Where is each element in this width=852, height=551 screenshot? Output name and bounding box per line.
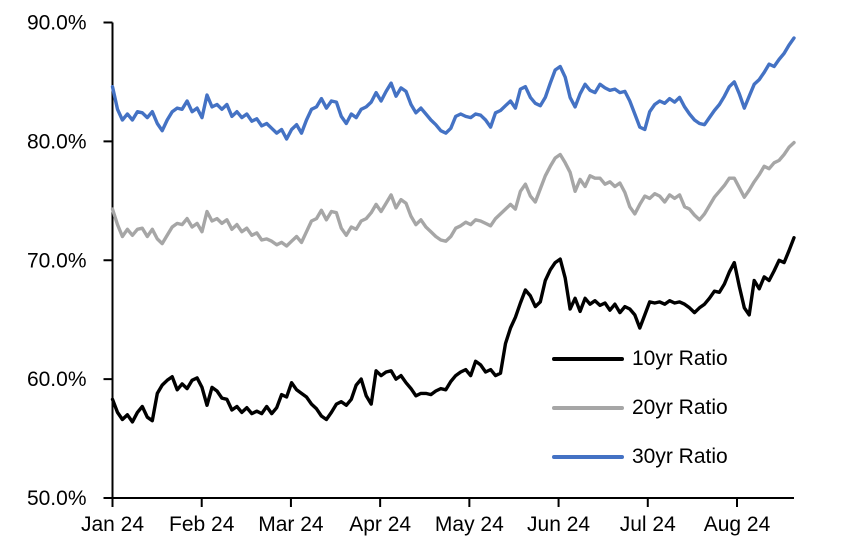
- x-tick-label: Jun 24: [527, 513, 590, 536]
- legend-item-10yr-ratio: 10yr Ratio: [552, 334, 728, 383]
- series-line-10yr-ratio: [110, 235, 796, 424]
- legend-item-20yr-ratio: 20yr Ratio: [552, 383, 728, 432]
- x-tick-label: Apr 24: [349, 513, 411, 536]
- series-line-30yr-ratio: [110, 36, 796, 141]
- y-tick-label: 60.0%: [27, 368, 87, 391]
- legend-swatch-30yr: [552, 454, 624, 459]
- x-tick-label: Mar 24: [258, 513, 324, 536]
- chart-legend: 10yr Ratio 20yr Ratio 30yr Ratio: [552, 334, 728, 481]
- y-tick-label: 70.0%: [27, 249, 87, 272]
- y-tick-label: 90.0%: [27, 12, 87, 35]
- x-tick-label: Aug 24: [704, 513, 771, 536]
- legend-label-20yr: 20yr Ratio: [632, 395, 728, 419]
- legend-label-10yr: 10yr Ratio: [632, 346, 728, 370]
- series-line-20yr-ratio: [110, 140, 796, 248]
- y-tick-label: 50.0%: [27, 487, 87, 510]
- legend-label-30yr: 30yr Ratio: [632, 444, 728, 468]
- x-tick-label: Jul 24: [620, 513, 676, 536]
- x-tick-label: May 24: [435, 513, 504, 536]
- legend-swatch-10yr: [552, 356, 624, 361]
- x-tick-label: Jan 24: [81, 513, 144, 536]
- y-tick-label: 80.0%: [27, 130, 87, 153]
- legend-item-30yr-ratio: 30yr Ratio: [552, 432, 728, 481]
- x-tick-label: Feb 24: [169, 513, 235, 536]
- legend-swatch-20yr: [552, 405, 624, 410]
